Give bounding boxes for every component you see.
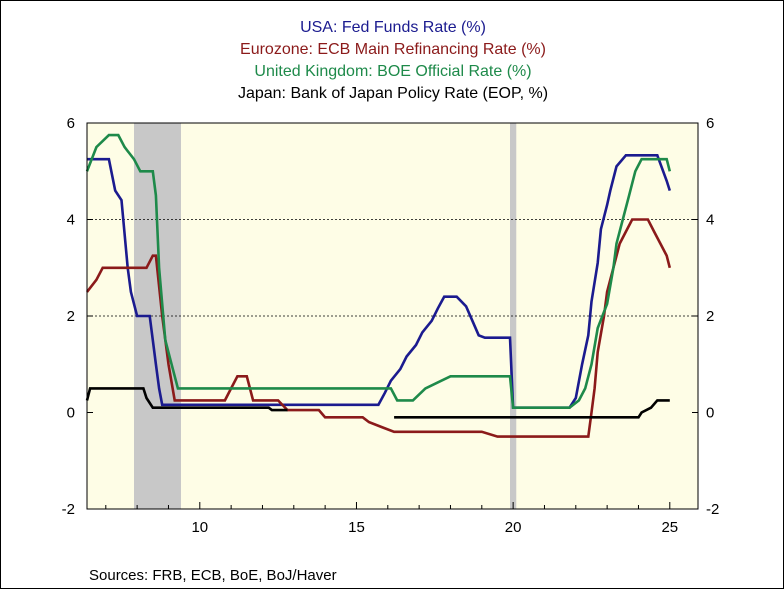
y-tick-label-left: 4 bbox=[67, 212, 75, 229]
y-tick-label-right: 0 bbox=[706, 405, 714, 422]
chart-titles: USA: Fed Funds Rate (%) Eurozone: ECB Mai… bbox=[238, 19, 548, 102]
y-tick-label-right: 6 bbox=[706, 115, 714, 132]
x-tick-label: 20 bbox=[505, 519, 522, 536]
series-lines bbox=[85, 133, 672, 438]
y-tick-label-left: 6 bbox=[67, 115, 75, 132]
chart-title-line: Japan: Bank of Japan Policy Rate (EOP, %… bbox=[238, 85, 548, 102]
source-note: Sources: FRB, ECB, BoE, BoJ/Haver bbox=[89, 567, 337, 584]
series-line-2 bbox=[85, 133, 672, 409]
chart-title-line: Eurozone: ECB Main Refinancing Rate (%) bbox=[240, 41, 546, 58]
x-tick-label: 10 bbox=[191, 519, 208, 536]
y-tick-label-right: 4 bbox=[706, 212, 714, 229]
gridlines bbox=[87, 219, 698, 317]
chart-title-line: USA: Fed Funds Rate (%) bbox=[300, 19, 486, 36]
series-line-1 bbox=[85, 218, 672, 438]
y-tick-label-left: 0 bbox=[67, 405, 75, 422]
series-line-3 bbox=[85, 387, 670, 419]
x-tick-label: 25 bbox=[661, 519, 678, 536]
recession-band bbox=[510, 123, 517, 509]
y-tick-label-left: 2 bbox=[67, 308, 75, 325]
y-tick-label-left: -2 bbox=[62, 501, 75, 518]
y-tick-label-right: -2 bbox=[706, 501, 719, 518]
chart-title-line: United Kingdom: BOE Official Rate (%) bbox=[254, 63, 531, 80]
series-line-0 bbox=[87, 154, 672, 409]
y-tick-label-right: 2 bbox=[706, 308, 714, 325]
x-tick-label: 15 bbox=[348, 519, 365, 536]
